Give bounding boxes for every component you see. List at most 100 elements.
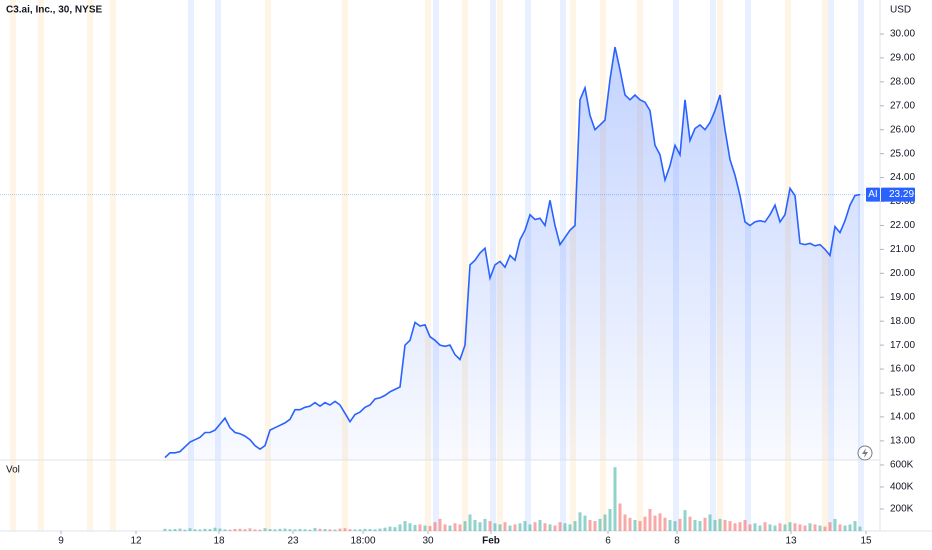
session-stripe bbox=[858, 0, 864, 531]
volume-bar bbox=[833, 518, 837, 531]
y-tick-label: 27.00 bbox=[890, 100, 915, 111]
volume-bar bbox=[183, 529, 187, 531]
volume-bar bbox=[783, 524, 787, 531]
volume-bar bbox=[388, 526, 392, 531]
volume-bar bbox=[753, 523, 757, 531]
volume-bar bbox=[563, 523, 567, 531]
session-stripe bbox=[265, 0, 271, 531]
volume-bar bbox=[523, 521, 527, 531]
volume-label: Vol bbox=[6, 465, 20, 476]
x-tick-label: 12 bbox=[130, 536, 142, 547]
volume-bar bbox=[338, 528, 342, 531]
session-stripe bbox=[425, 0, 431, 531]
volume-bar bbox=[373, 529, 377, 531]
volume-bar bbox=[598, 518, 602, 531]
x-tick-label: 23 bbox=[287, 536, 299, 547]
volume-bar bbox=[758, 525, 762, 531]
volume-bar bbox=[543, 523, 547, 531]
x-tick-label: Feb bbox=[482, 536, 500, 547]
volume-bar bbox=[173, 529, 177, 531]
y-tick-label: 29.00 bbox=[890, 53, 915, 64]
volume-bar bbox=[703, 517, 707, 531]
price-line bbox=[164, 46, 861, 459]
volume-bar bbox=[163, 528, 167, 531]
volume-bar bbox=[823, 526, 827, 531]
volume-bar bbox=[343, 528, 347, 531]
volume-bar bbox=[253, 529, 257, 531]
chart-title: C3.ai, Inc., 30, NYSE bbox=[6, 5, 102, 16]
volume-bar bbox=[528, 524, 532, 531]
volume-bar bbox=[613, 467, 617, 531]
volume-bar bbox=[748, 524, 752, 531]
last-price-badge bbox=[881, 187, 915, 202]
volume-bar bbox=[708, 514, 712, 531]
volume-bar bbox=[243, 529, 247, 531]
session-stripe bbox=[462, 0, 468, 531]
volume-bar bbox=[763, 522, 767, 531]
volume-bar bbox=[238, 528, 242, 531]
volume-bar bbox=[483, 518, 487, 531]
session-stripe bbox=[10, 0, 16, 531]
volume-bar bbox=[683, 510, 687, 531]
volume-bar bbox=[778, 523, 782, 531]
session-stripe bbox=[490, 0, 496, 531]
volume-bar bbox=[843, 525, 847, 531]
volume-bar bbox=[288, 529, 292, 531]
volume-bar bbox=[723, 519, 727, 531]
volume-bar bbox=[848, 524, 852, 531]
y-tick-label: 30.00 bbox=[890, 29, 915, 40]
session-stripe bbox=[215, 0, 221, 531]
y-tick-label: 17.00 bbox=[890, 340, 915, 351]
volume-bar bbox=[353, 529, 357, 531]
volume-bar bbox=[623, 514, 627, 531]
volume-bar bbox=[278, 528, 282, 531]
volume-bar bbox=[813, 524, 817, 531]
volume-bar bbox=[348, 529, 352, 531]
volume-bar bbox=[428, 526, 432, 531]
y-tick-label: 23.00 bbox=[890, 196, 915, 207]
x-tick-label: 9 bbox=[58, 536, 64, 547]
volume-bar bbox=[368, 529, 372, 531]
replay-icon[interactable] bbox=[857, 445, 873, 461]
volume-bar bbox=[383, 527, 387, 531]
volume-bar bbox=[658, 513, 662, 531]
volume-bar bbox=[638, 521, 642, 531]
volume-bar bbox=[258, 529, 262, 531]
volume-bar bbox=[493, 523, 497, 531]
session-stripe bbox=[433, 0, 439, 531]
volume-bar bbox=[718, 518, 722, 531]
volume-bar bbox=[453, 523, 457, 531]
volume-bar bbox=[433, 522, 437, 531]
last-price-label: 23.29 bbox=[889, 189, 914, 200]
volume-bar bbox=[513, 524, 517, 531]
volume-bar bbox=[178, 528, 182, 531]
session-stripe bbox=[87, 0, 93, 531]
y-tick-label: 16.00 bbox=[890, 364, 915, 375]
volume-bar bbox=[263, 528, 267, 531]
volume-bar bbox=[578, 512, 582, 531]
volume-bar bbox=[508, 525, 512, 531]
volume-bar bbox=[798, 524, 802, 531]
volume-bar bbox=[323, 529, 327, 531]
volume-bar bbox=[583, 515, 587, 531]
volume-bar bbox=[793, 523, 797, 531]
volume-bar bbox=[633, 519, 637, 531]
y-tick-label: 22.00 bbox=[890, 220, 915, 231]
volume-bar bbox=[473, 519, 477, 531]
volume-bar bbox=[688, 516, 692, 531]
volume-bar bbox=[558, 522, 562, 531]
volume-bar bbox=[593, 521, 597, 531]
volume-y-tick-label: 400K bbox=[890, 482, 914, 493]
volume-bar bbox=[648, 508, 652, 531]
volume-bar bbox=[693, 519, 697, 531]
volume-bar bbox=[858, 526, 862, 531]
volume-bar bbox=[643, 516, 647, 531]
volume-bar bbox=[698, 521, 702, 531]
volume-bar bbox=[193, 529, 197, 531]
volume-y-tick-label: 200K bbox=[890, 504, 914, 515]
volume-bar bbox=[488, 521, 492, 531]
volume-bar bbox=[788, 522, 792, 531]
volume-bar bbox=[413, 524, 417, 531]
volume-bar bbox=[808, 523, 812, 531]
